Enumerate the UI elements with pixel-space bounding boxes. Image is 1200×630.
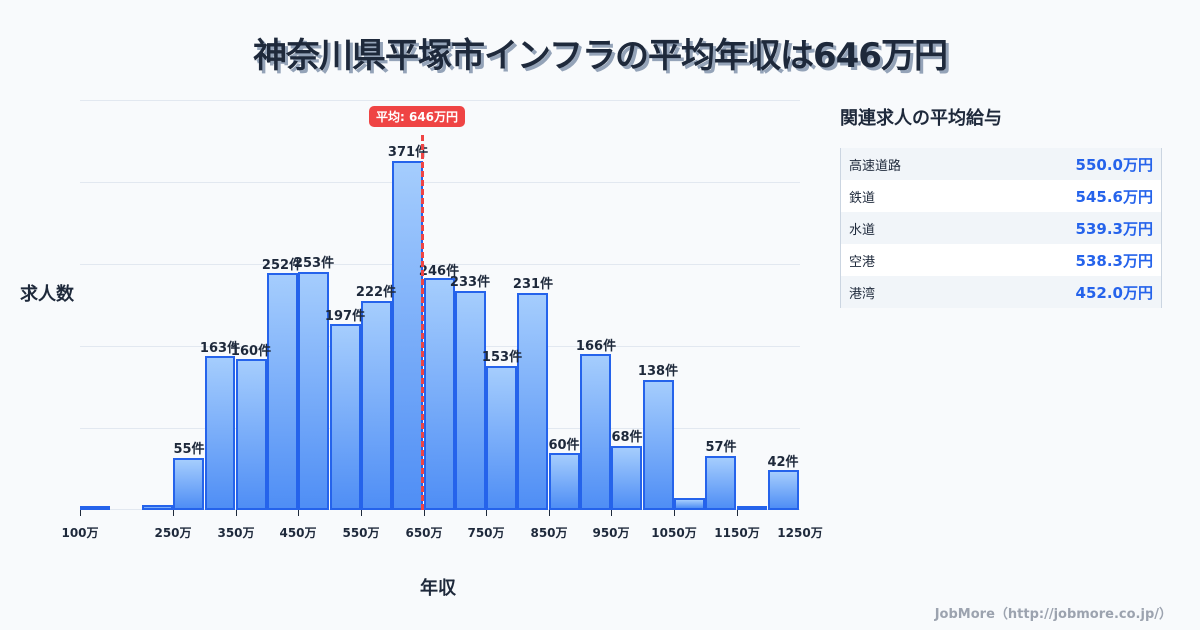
salary-value: 539.3万円 (1075, 219, 1153, 238)
bar-label: 153件 (481, 350, 523, 365)
x-tick-label: 1150万 (714, 526, 760, 540)
x-tick (298, 510, 299, 516)
x-tick (80, 510, 81, 516)
salary-table: 高速道路 550.0万円 鉄道 545.6万円 水道 539.3万円 空港 53… (840, 148, 1162, 308)
bar-1150[interactable] (737, 506, 767, 510)
bar-200[interactable] (142, 505, 173, 510)
bar-300[interactable] (205, 356, 235, 510)
salary-value: 452.0万円 (1075, 283, 1153, 302)
bar-250[interactable] (173, 458, 204, 510)
bar-label: 60件 (548, 438, 580, 453)
x-tick-label: 1250万 (777, 526, 823, 540)
bar-label: 233件 (449, 275, 491, 290)
bar-label: 138件 (637, 364, 679, 379)
table-row[interactable]: 港湾 452.0万円 (841, 276, 1161, 308)
bar-400[interactable] (267, 273, 298, 510)
bar-label: 252件 (261, 258, 303, 273)
job-label: 空港 (849, 254, 876, 270)
bar-label: 57件 (705, 440, 737, 455)
job-label: 水道 (849, 222, 876, 238)
bar-label: 253件 (293, 256, 335, 271)
table-row[interactable]: 水道 539.3万円 (841, 212, 1161, 244)
table-row[interactable]: 高速道路 550.0万円 (841, 148, 1161, 180)
bar-label: 371件 (387, 145, 429, 160)
x-tick-label: 100万 (61, 526, 99, 540)
bar-label: 163件 (199, 341, 241, 356)
x-tick (486, 510, 487, 516)
y-axis-label: 求人数 (20, 284, 74, 305)
bar-label: 166件 (575, 339, 617, 354)
bar-1200[interactable] (768, 470, 799, 510)
table-row[interactable]: 空港 538.3万円 (841, 244, 1161, 276)
x-tick-label: 250万 (154, 526, 192, 540)
x-tick-label: 450万 (279, 526, 317, 540)
job-label: 高速道路 (849, 158, 902, 174)
bar-label: 246件 (418, 264, 460, 279)
x-tick-label: 550万 (342, 526, 380, 540)
bar-label: 42件 (767, 455, 799, 470)
bar-label: 222件 (355, 285, 397, 300)
salary-value: 545.6万円 (1075, 187, 1153, 206)
x-tick-label: 650万 (405, 526, 443, 540)
source-credit: JobMore（http://jobmore.co.jp/） (934, 607, 1172, 622)
bar-500[interactable] (330, 324, 361, 510)
bar-450[interactable] (298, 272, 329, 510)
bar-800[interactable] (517, 293, 548, 510)
bar-label: 68件 (611, 430, 643, 445)
bar-600[interactable] (392, 161, 423, 510)
histogram-plot: 55件 163件 160件 252件 253件 197件 222件 371件 2… (61, 100, 823, 540)
average-line (421, 135, 424, 510)
average-badge: 平均: 646万円 (369, 106, 466, 127)
x-axis-label: 年収 (420, 578, 456, 599)
x-tick-label: 350万 (217, 526, 255, 540)
bar-1100[interactable] (705, 456, 736, 510)
x-tick-label: 950万 (592, 526, 630, 540)
page-title: 神奈川県平塚市インフラの平均年収は646万円 (253, 36, 948, 76)
bar-100[interactable] (80, 506, 110, 510)
salary-value: 550.0万円 (1075, 155, 1153, 174)
x-tick-label: 850万 (530, 526, 568, 540)
x-tick (361, 510, 362, 516)
panel-title: 関連求人の平均給与 (840, 108, 1002, 129)
bar-950[interactable] (611, 446, 642, 510)
x-tick (549, 510, 550, 516)
x-tick-label: 750万 (467, 526, 505, 540)
bar-label: 231件 (512, 277, 554, 292)
bar-900[interactable] (580, 354, 611, 510)
bar-1050[interactable] (674, 498, 705, 510)
x-tick (674, 510, 675, 516)
gridline (80, 264, 800, 265)
x-tick (173, 510, 174, 516)
bar-label: 55件 (173, 442, 205, 457)
x-tick (236, 510, 237, 516)
bar-750[interactable] (486, 366, 517, 510)
bar-350[interactable] (236, 359, 267, 510)
bar-label: 160件 (230, 344, 272, 359)
bar-1000[interactable] (643, 380, 674, 510)
bar-label: 197件 (324, 309, 366, 324)
x-tick (737, 510, 738, 516)
related-salary-panel: 関連求人の平均給与 高速道路 550.0万円 鉄道 545.6万円 水道 539… (840, 104, 1162, 308)
gridline (80, 100, 800, 101)
x-tick (611, 510, 612, 516)
job-label: 港湾 (849, 286, 876, 302)
x-tick-label: 1050万 (651, 526, 697, 540)
gridline (80, 182, 800, 183)
table-row[interactable]: 鉄道 545.6万円 (841, 180, 1161, 212)
bar-550[interactable] (361, 301, 392, 510)
bar-850[interactable] (549, 453, 580, 510)
bar-650[interactable] (424, 278, 455, 510)
x-tick (424, 510, 425, 516)
bar-700[interactable] (455, 291, 486, 510)
salary-value: 538.3万円 (1075, 251, 1153, 270)
job-label: 鉄道 (849, 190, 876, 206)
